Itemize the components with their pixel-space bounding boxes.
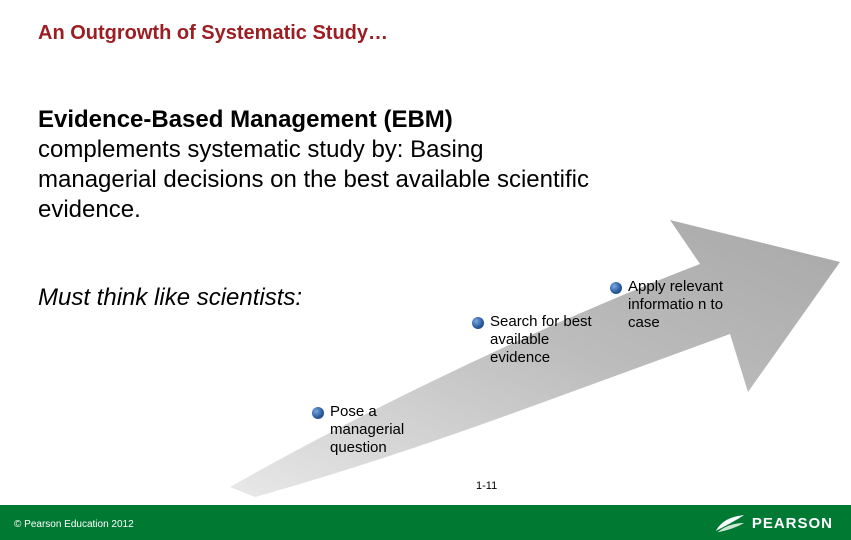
pearson-logo: PEARSON bbox=[714, 512, 833, 534]
page-number: 1-11 bbox=[476, 480, 497, 492]
step-3: Apply relevant informatio n to case bbox=[628, 278, 738, 332]
step-2: Search for best available evidence bbox=[490, 313, 600, 367]
step-1-text: Pose a managerial question bbox=[330, 403, 404, 456]
copyright: © Pearson Education 2012 bbox=[14, 519, 134, 530]
step-3-text: Apply relevant informatio n to case bbox=[628, 278, 723, 331]
slide-title: An Outgrowth of Systematic Study… bbox=[38, 22, 388, 45]
bullet-dot-icon bbox=[312, 407, 324, 419]
body-bold: Evidence-Based Management (EBM) bbox=[38, 106, 453, 133]
pearson-swish-icon bbox=[714, 512, 746, 534]
step-2-text: Search for best available evidence bbox=[490, 313, 592, 366]
bullet-dot-icon bbox=[610, 282, 622, 294]
bullet-dot-icon bbox=[472, 317, 484, 329]
step-1: Pose a managerial question bbox=[330, 403, 450, 457]
pearson-logo-text: PEARSON bbox=[752, 515, 833, 532]
